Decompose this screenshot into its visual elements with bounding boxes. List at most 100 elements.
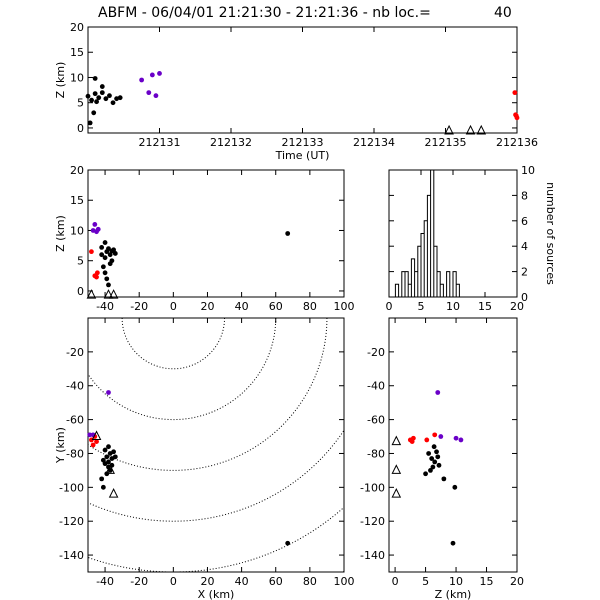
y-tick-label: 5 <box>77 97 84 110</box>
station-marker <box>105 464 115 474</box>
source-point <box>438 434 444 439</box>
source-point <box>94 99 99 105</box>
panel-plan-view: -40 -20 0 20 40 60 80 100 -20 -40 -60 -80 -100 -120 -1… <box>54 317 355 600</box>
source-point <box>100 457 106 463</box>
y-tick-label: -60 <box>367 414 385 427</box>
x-tick-label: 212134 <box>353 136 395 149</box>
x-tick-label: 0 <box>170 300 177 313</box>
source-point <box>512 90 518 96</box>
source-point <box>104 276 110 282</box>
source-point <box>423 471 428 477</box>
y-tick-label: -100 <box>59 481 84 494</box>
source-point <box>146 90 152 96</box>
station-marker <box>103 289 114 299</box>
station-marker <box>86 289 97 299</box>
source-point <box>94 274 99 280</box>
x-tick-label: 212131 <box>139 136 181 149</box>
x-tick-label: 212133 <box>282 136 324 149</box>
y-tick-label: -20 <box>367 346 385 359</box>
x-tick-label: 20 <box>200 575 214 588</box>
station-marker <box>91 430 102 441</box>
y-tick-label: -80 <box>66 447 84 460</box>
y-tick-label: -120 <box>59 515 84 528</box>
station-marker <box>391 435 402 446</box>
data-points <box>87 390 291 546</box>
station-marker <box>108 289 119 299</box>
source-point <box>89 249 94 255</box>
station-marker <box>391 464 402 474</box>
source-point <box>104 454 110 460</box>
x-axis-label: Z (km) <box>435 588 472 600</box>
x-tick-label: 212135 <box>425 136 467 149</box>
source-point <box>94 439 99 445</box>
panel-x-height: -40 -20 0 20 40 60 80 100 0 5 10 15 20 Z (km) <box>54 164 355 313</box>
station-marker <box>444 124 454 135</box>
source-point <box>106 282 111 288</box>
source-point <box>103 96 109 102</box>
y-tick-label: 2 <box>521 266 528 279</box>
source-point <box>428 468 433 473</box>
y-tick-label: -60 <box>66 414 84 427</box>
x-tick-label: 5 <box>422 575 429 588</box>
source-point <box>85 93 91 99</box>
source-point <box>100 484 106 490</box>
source-point <box>99 252 105 258</box>
source-point <box>92 76 98 81</box>
x-tick-label: 80 <box>303 300 317 313</box>
source-point <box>285 540 291 546</box>
source-point <box>89 97 94 103</box>
x-tick-label: 15 <box>480 575 494 588</box>
station-marker <box>391 487 402 498</box>
y-tick-label: 6 <box>521 215 528 228</box>
x-tick-label: 5 <box>418 300 425 313</box>
source-point <box>426 451 432 456</box>
x-tick-label: 100 <box>334 575 355 588</box>
y-tick-label: -20 <box>66 346 84 359</box>
source-point <box>157 71 162 76</box>
y-tick-label: -120 <box>360 515 385 528</box>
x-tick-label: 0 <box>386 300 393 313</box>
x-tick-label: 60 <box>269 575 283 588</box>
y-tick-label: 8 <box>521 189 528 202</box>
source-point <box>107 93 112 99</box>
source-point <box>100 264 106 270</box>
source-point <box>102 270 108 276</box>
panel-time-height: 212131 212132 212133 212134 212135 212136 0 5 10… <box>54 21 538 162</box>
plot-frame <box>87 26 518 134</box>
range-ring <box>121 318 226 370</box>
y-tick-label: 0 <box>77 285 84 298</box>
source-point <box>432 432 438 438</box>
x-tick-label: 40 <box>235 300 249 313</box>
y-tick-label: 5 <box>77 255 84 268</box>
histogram-outline <box>389 169 517 298</box>
x-tick-label: 212136 <box>496 136 538 149</box>
source-point <box>102 447 108 453</box>
source-point <box>430 464 436 470</box>
range-ring <box>88 318 277 421</box>
y-axis-label: number of sources <box>544 182 557 285</box>
source-point <box>99 476 105 482</box>
source-point <box>436 462 442 468</box>
source-point <box>99 84 105 89</box>
x-tick-label: 15 <box>478 300 492 313</box>
source-point <box>458 437 464 443</box>
source-point <box>435 454 441 460</box>
source-point <box>453 435 459 441</box>
y-tick-label: -140 <box>59 549 84 562</box>
location-count: 40 <box>494 5 512 21</box>
y-tick-label: 20 <box>70 164 84 177</box>
data-points <box>89 222 291 288</box>
source-point <box>102 255 108 261</box>
source-point <box>149 72 155 78</box>
source-point <box>112 251 118 256</box>
source-point <box>285 231 291 236</box>
range-rings <box>88 318 344 572</box>
source-point <box>513 113 519 119</box>
data-points <box>407 390 464 546</box>
source-point <box>110 100 116 106</box>
panels: 212131 212132 212133 212134 212135 212136 0 5 10… <box>54 21 557 600</box>
source-point <box>112 454 118 460</box>
plot-frame <box>87 169 345 298</box>
source-point <box>429 456 435 461</box>
